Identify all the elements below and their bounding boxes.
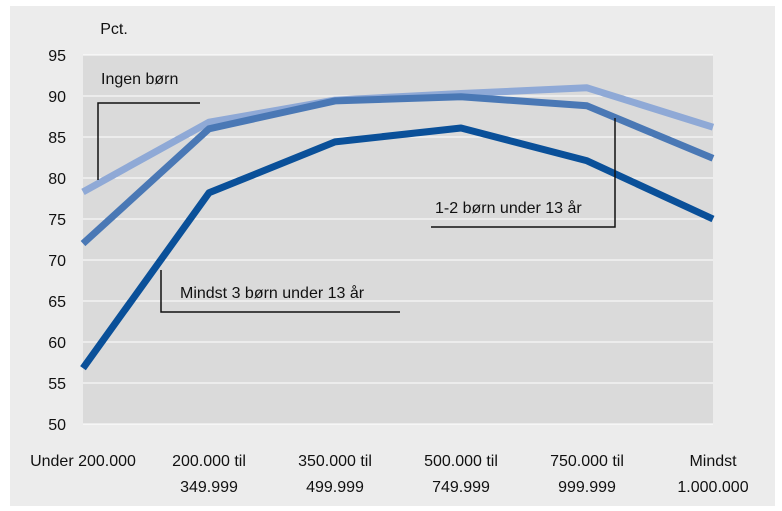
leader-ingen-born: [97, 102, 200, 180]
y-tick-label: 65: [48, 294, 66, 311]
y-tick-label: 50: [48, 417, 66, 434]
x-tick-label: 500.000 til 749.999: [424, 453, 498, 496]
annotation-leaders: [97, 102, 616, 313]
y-tick-label: 70: [48, 253, 66, 270]
series-lines: [80, 84, 715, 371]
y-tick-label: 55: [48, 376, 66, 393]
series-label-ingen-born: Ingen børn: [101, 71, 178, 88]
x-tick-label: Mindst 1.000.000: [677, 453, 748, 496]
chart-panel: 50 55 60 65 70 75 80 85 90 95 Under 200.000 200.00…: [10, 6, 775, 506]
leader-1-2-born: [431, 118, 616, 228]
series-line-1: [80, 93, 715, 247]
series-label-1-2-born: 1-2 børn under 13 år: [435, 199, 582, 217]
x-tick-label: 200.000 til 349.999: [172, 453, 246, 496]
series-line-2: [80, 124, 715, 371]
x-tick-label: 350.000 til 499.999: [298, 453, 372, 496]
y-axis-ticks: 50 55 60 65 70 75 80 85 90 95: [48, 48, 66, 434]
y-tick-label: 80: [48, 171, 66, 188]
leader-mindst-3-born: [160, 270, 400, 313]
y-tick-label: 85: [48, 130, 66, 147]
x-tick-label: 750.000 til 999.999: [550, 453, 624, 496]
y-tick-label: 60: [48, 335, 66, 352]
x-tick-label: Under 200.000: [30, 453, 136, 470]
x-axis-ticks: Under 200.000 200.000 til 349.999 350.000 t…: [30, 453, 749, 496]
line-chart: 50 55 60 65 70 75 80 85 90 95 Under 200.000 200.00…: [30, 21, 749, 496]
y-tick-label: 95: [48, 48, 66, 65]
y-axis-label: Pct.: [100, 21, 128, 38]
y-tick-label: 90: [48, 89, 66, 106]
y-tick-label: 75: [48, 212, 66, 229]
series-label-mindst-3-born: Mindst 3 børn under 13 år: [180, 284, 365, 302]
